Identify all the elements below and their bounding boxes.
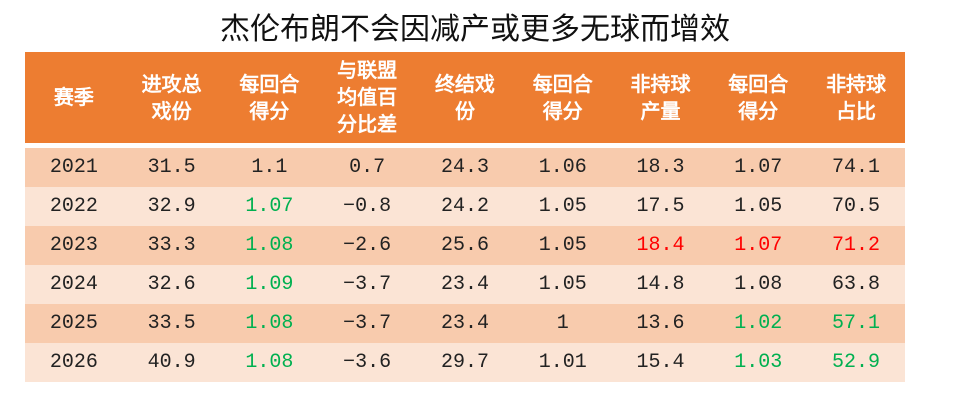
- table-cell: 57.1: [807, 304, 905, 343]
- table-cell: 1.01: [513, 343, 612, 382]
- header-cell: 每回合得分: [513, 52, 612, 148]
- table-row: 2021 31.5 1.1 0.7 24.3 1.06 18.3 1.07 74.1: [25, 148, 905, 187]
- table-cell: 2026: [25, 343, 123, 382]
- table-cell: 2025: [25, 304, 123, 343]
- table-cell: 31.5: [122, 148, 221, 187]
- header-cell: 非持球占比: [807, 52, 905, 148]
- table-cell: 1.07: [709, 226, 808, 265]
- table-cell: 23.4: [416, 265, 514, 304]
- header-cell: 赛季: [25, 52, 123, 148]
- table-cell: 70.5: [807, 187, 905, 226]
- table-cell: −3.6: [318, 343, 417, 382]
- table-cell: 2022: [25, 187, 123, 226]
- header-text: 非持球产量: [630, 71, 691, 123]
- table-row: 2023 33.3 1.08 −2.6 25.6 1.05 18.4 1.07 71.2: [25, 226, 905, 265]
- table-cell: 24.3: [416, 148, 514, 187]
- header-cell: 进攻总戏份: [122, 52, 221, 148]
- title: 杰伦布朗不会因减产或更多无球而增效: [220, 12, 730, 47]
- table-cell: 52.9: [807, 343, 905, 382]
- table-cell: 24.2: [416, 187, 514, 226]
- table-cell: 2024: [25, 265, 123, 304]
- table-cell: 1.05: [709, 187, 808, 226]
- header-cell: 非持球产量: [611, 52, 710, 148]
- header-text: 终结戏份: [434, 71, 495, 123]
- table-cell: −2.6: [318, 226, 417, 265]
- table-cell: 1.05: [513, 187, 612, 226]
- table-cell: 25.6: [416, 226, 514, 265]
- table-cell: 1: [513, 304, 612, 343]
- table-cell: 1.02: [709, 304, 808, 343]
- stats-table: 赛季 进攻总戏份 每回合得分 与联盟均值百分比差 终结戏份 每回合得分 非持球产量 每回合得分…: [25, 52, 905, 382]
- table-cell: 1.1: [220, 148, 319, 187]
- table-cell: 14.8: [611, 265, 710, 304]
- table-cell: 17.5: [611, 187, 710, 226]
- header-text: 赛季: [53, 85, 94, 109]
- table-cell: −3.7: [318, 304, 417, 343]
- table-cell: 23.4: [416, 304, 514, 343]
- header-text: 非持球占比: [826, 71, 887, 123]
- table-cell: 29.7: [416, 343, 514, 382]
- table-cell: 1.07: [709, 148, 808, 187]
- table-cell: 18.4: [611, 226, 710, 265]
- table-cell: 1.07: [220, 187, 319, 226]
- header-text: 每回合得分: [728, 71, 789, 123]
- table-cell: 1.05: [513, 226, 612, 265]
- table-cell: 63.8: [807, 265, 905, 304]
- table-cell: 2023: [25, 226, 123, 265]
- table-cell: 1.09: [220, 265, 319, 304]
- table-cell: 71.2: [807, 226, 905, 265]
- table-cell: 1.08: [220, 304, 319, 343]
- header-text: 每回合得分: [239, 71, 300, 123]
- header-row: 赛季 进攻总戏份 每回合得分 与联盟均值百分比差 终结戏份 每回合得分 非持球产量 每回合得分…: [25, 52, 905, 148]
- table-row: 2025 33.5 1.08 −3.7 23.4 1 13.6 1.02 57.1: [25, 304, 905, 343]
- header-cell: 每回合得分: [709, 52, 808, 148]
- header-cell: 与联盟均值百分比差: [318, 52, 417, 148]
- table-cell: 1.08: [220, 343, 319, 382]
- table-row: 2024 32.6 1.09 −3.7 23.4 1.05 14.8 1.08 63.8: [25, 265, 905, 304]
- table-cell: 40.9: [122, 343, 221, 382]
- table-cell: 74.1: [807, 148, 905, 187]
- table-cell: 1.06: [513, 148, 612, 187]
- table-cell: 2021: [25, 148, 123, 187]
- header-cell: 每回合得分: [220, 52, 319, 148]
- table-body: 2021 31.5 1.1 0.7 24.3 1.06 18.3 1.07 74.1 2022 32…: [25, 148, 905, 382]
- table-cell: 18.3: [611, 148, 710, 187]
- header-text: 与联盟均值百分比差: [337, 58, 398, 136]
- table-cell: −3.7: [318, 265, 417, 304]
- table-cell: 13.6: [611, 304, 710, 343]
- header-text: 进攻总戏份: [141, 71, 202, 123]
- table-cell: 15.4: [611, 343, 710, 382]
- table-cell: −0.8: [318, 187, 417, 226]
- table-cell: 33.3: [122, 226, 221, 265]
- table-cell: 32.6: [122, 265, 221, 304]
- header-cell: 终结戏份: [416, 52, 514, 148]
- table-row: 2022 32.9 1.07 −0.8 24.2 1.05 17.5 1.05 70.5: [25, 187, 905, 226]
- table-row: 2026 40.9 1.08 −3.6 29.7 1.01 15.4 1.03 52.9: [25, 343, 905, 382]
- table-cell: 1.08: [220, 226, 319, 265]
- table-cell: 0.7: [318, 148, 417, 187]
- table-cell: 32.9: [122, 187, 221, 226]
- table-cell: 33.5: [122, 304, 221, 343]
- table-cell: 1.03: [709, 343, 808, 382]
- table-cell: 1.05: [513, 265, 612, 304]
- header-text: 每回合得分: [532, 71, 593, 123]
- table-cell: 1.08: [709, 265, 808, 304]
